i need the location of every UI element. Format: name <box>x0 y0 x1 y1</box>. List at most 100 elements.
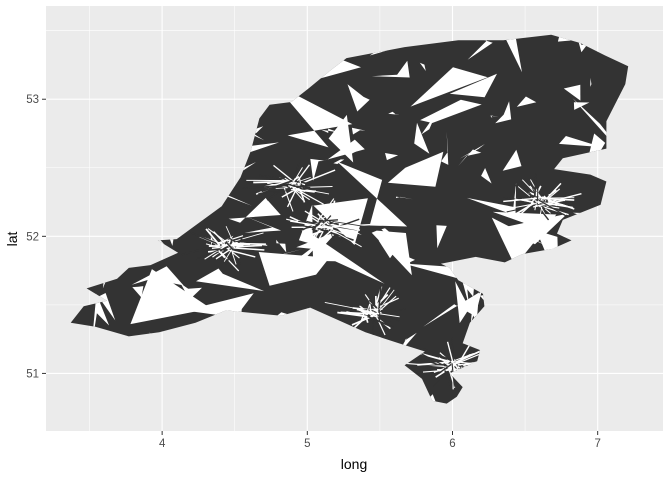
sliver-line <box>292 162 300 181</box>
polygon-shard <box>333 159 345 164</box>
polygon-shard <box>310 158 325 181</box>
sliver-line <box>422 347 457 364</box>
polygon-shard <box>403 263 469 306</box>
sliver-line <box>321 209 340 228</box>
sliver-line <box>261 179 293 193</box>
polygon-shard <box>573 102 590 110</box>
polygon-shard <box>321 128 339 133</box>
sliver-line <box>315 222 323 230</box>
sliver-line <box>538 206 543 225</box>
polygon-shard <box>276 239 287 253</box>
polygon-shard <box>196 268 265 292</box>
polygon-shard <box>351 127 366 135</box>
sliver-line <box>545 197 575 201</box>
polygon-shard <box>419 62 426 71</box>
sliver-line <box>530 185 542 205</box>
sliver-line <box>374 314 386 336</box>
polygon-shard <box>495 101 512 124</box>
sliver-line <box>378 285 382 309</box>
x-tick-label: 7 <box>594 438 600 450</box>
sliver-line <box>438 363 453 374</box>
sliver-line <box>229 230 238 245</box>
polygon-shard <box>548 237 556 253</box>
sliver-line <box>300 169 336 185</box>
polygon-shard <box>395 196 413 200</box>
sliver-line <box>320 219 339 222</box>
polygon-shard <box>407 256 415 263</box>
polygon-shard <box>228 198 281 223</box>
polygon-shard <box>328 114 354 163</box>
polygon-shard <box>132 286 144 298</box>
sliver-line <box>329 207 362 222</box>
polygon-shard <box>516 96 537 107</box>
sliver-line <box>346 311 369 318</box>
sliver-line <box>446 341 454 363</box>
sliver-line <box>285 183 296 186</box>
sliver-line <box>329 221 340 226</box>
polygon-shard <box>515 232 532 249</box>
sliver-line <box>444 356 457 369</box>
polygon-shard <box>421 113 437 135</box>
polygon-shard <box>385 153 399 161</box>
sliver-line <box>368 299 378 309</box>
x-tick-label: 5 <box>304 438 310 450</box>
polygon-shard <box>180 283 202 300</box>
sliver-line <box>231 242 266 245</box>
polygon-shard <box>388 111 400 115</box>
polygon-shard <box>502 149 522 171</box>
polygon-shard <box>414 122 430 154</box>
y-tick-label: 51 <box>26 368 39 380</box>
sliver-line <box>542 206 569 216</box>
sliver-line <box>290 179 324 187</box>
polygon-shard <box>378 236 406 259</box>
sliver-line <box>457 350 482 369</box>
sliver-line <box>229 249 256 258</box>
sliver-line <box>355 302 369 309</box>
sliver-line <box>315 230 332 245</box>
x-tick-label: 4 <box>159 438 166 450</box>
sliver-line <box>332 220 368 228</box>
polygon-shard <box>381 228 393 242</box>
sliver-line <box>330 223 361 231</box>
sliver-line <box>373 295 397 317</box>
polygon-shard <box>455 281 483 324</box>
polygon-shard <box>441 131 449 165</box>
sliver-line <box>380 310 395 318</box>
polygon-shard <box>337 161 408 227</box>
sliver-line <box>503 196 547 203</box>
sliver-line <box>533 173 537 197</box>
sliver-line <box>298 189 315 193</box>
polygon-shard <box>522 226 559 285</box>
sliver-line <box>228 237 236 243</box>
polygon-shard <box>458 149 482 166</box>
sliver-line <box>538 199 567 217</box>
sliver-line <box>418 357 445 368</box>
sliver-line <box>443 363 447 380</box>
sliver-line <box>332 230 362 248</box>
sliver-line <box>534 195 546 208</box>
polygon-shard <box>590 77 592 87</box>
sliver-line <box>427 366 445 370</box>
polygon-shard <box>436 225 447 249</box>
y-axis-title: lat <box>4 232 20 247</box>
polygon-shard <box>420 99 482 123</box>
polygon-shard <box>466 182 517 216</box>
polygon-shard <box>311 139 365 164</box>
polygon-shard <box>559 136 602 148</box>
y-tick-label: 53 <box>26 94 39 106</box>
polygon-shard <box>449 73 497 98</box>
sliver-line <box>548 193 582 203</box>
sliver-line <box>377 289 395 312</box>
sliver-line <box>368 303 372 312</box>
polygon-shard <box>131 266 184 286</box>
sliver-line <box>312 226 324 239</box>
polygon-shard <box>347 84 370 112</box>
polygon-shard <box>387 151 444 187</box>
sliver-line <box>231 250 237 265</box>
sliver-line <box>519 202 534 216</box>
polygon-shard <box>481 168 492 184</box>
x-axis-title: long <box>341 456 367 472</box>
sliver-line <box>367 315 394 329</box>
polygon-shard <box>244 216 282 233</box>
